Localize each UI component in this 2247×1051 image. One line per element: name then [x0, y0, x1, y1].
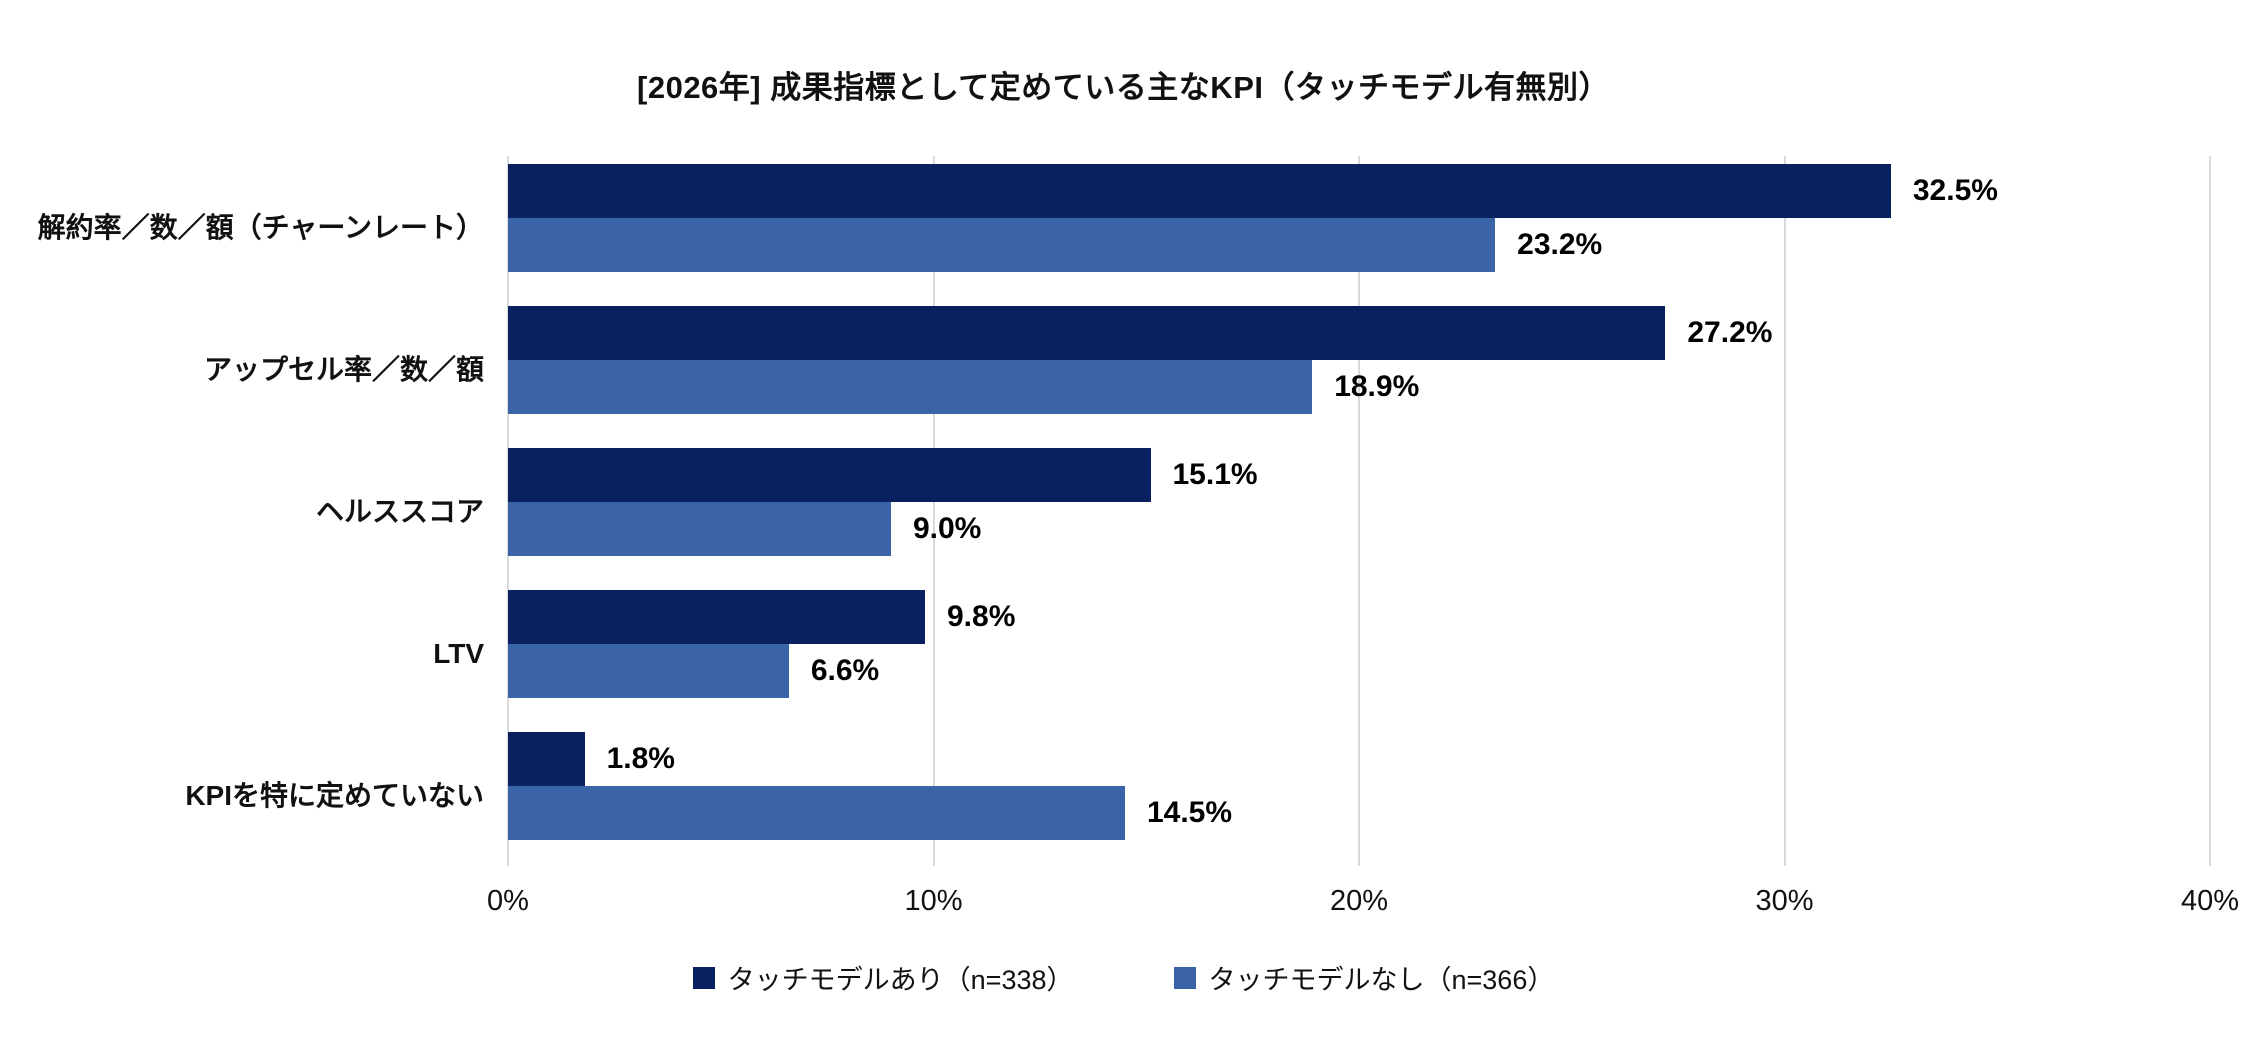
bar-wrap: 1.8% — [508, 732, 2210, 786]
x-axis: 0% 10% 20% 30% 40% — [487, 885, 2239, 925]
bar-wrap: 9.8% — [508, 590, 2210, 644]
bar-series-1 — [508, 306, 1666, 360]
x-tick-label: 30% — [1755, 885, 1814, 917]
category-label: アップセル率／数／額 — [203, 353, 484, 385]
category-label: ヘルススコア — [315, 495, 484, 527]
bar-series-2 — [508, 786, 1125, 840]
legend-label: タッチモデルなし（n=366） — [1208, 965, 1555, 995]
bar-series-1 — [508, 732, 585, 786]
legend-item-series-1: タッチモデルあり（n=338） — [692, 958, 1074, 997]
bar-wrap: 15.1% — [508, 448, 2210, 502]
bar-wrap: 23.2% — [508, 218, 2210, 272]
chart-title: [2026年] 成果指標として定めている主なKPI（タッチモデル有無別） — [637, 70, 1610, 105]
value-label: 14.5% — [1146, 796, 1233, 829]
legend-item-series-2: タッチモデルなし（n=366） — [1173, 958, 1555, 997]
gridline — [932, 156, 935, 866]
bar-series-1 — [508, 448, 1151, 502]
category-bar-group: 9.8% 6.6% — [508, 582, 2210, 724]
bar-wrap: 9.0% — [508, 502, 2210, 556]
chart-body: 解約率／数／額（チャーンレート） アップセル率／数／額ヘルススコア LTV KPIを特… — [0, 156, 2247, 866]
category-label: LTV — [433, 637, 484, 669]
plot-area: 32.5% 23.2% 27.2% 18.9% 15.1% 9.0% 9.8% 6.6% 1.8… — [507, 156, 2211, 866]
value-label: 9.8% — [946, 600, 1016, 633]
value-label: 15.1% — [1172, 458, 1258, 491]
bar-wrap: 18.9% — [508, 360, 2210, 414]
value-label: 27.2% — [1687, 316, 1773, 349]
category-bar-group: 1.8% 14.5% — [508, 724, 2210, 866]
bar-wrap: 32.5% — [508, 164, 2210, 218]
category-label: KPIを特に定めていない — [185, 779, 484, 811]
legend-color-swatch — [1173, 966, 1196, 989]
category-bar-group: 27.2% 18.9% — [508, 298, 2210, 440]
legend-label: タッチモデルあり（n=338） — [727, 965, 1074, 995]
category-axis: 解約率／数／額（チャーンレート） アップセル率／数／額ヘルススコア LTV KPIを特… — [0, 156, 508, 866]
category-bar-group: 32.5% 23.2% — [508, 156, 2210, 298]
bar-series-2 — [508, 644, 789, 698]
bar-series-2 — [508, 360, 1313, 414]
x-tick-label: 40% — [2180, 885, 2240, 917]
value-label: 23.2% — [1517, 228, 1603, 261]
bar-wrap: 27.2% — [508, 306, 2210, 360]
bar-wrap: 14.5% — [508, 786, 2210, 840]
x-tick-label: 0% — [487, 885, 529, 917]
legend-color-swatch — [692, 966, 715, 989]
legend: タッチモデルあり（n=338） タッチモデルなし（n=366） — [0, 958, 2247, 997]
value-label: 6.6% — [810, 654, 880, 687]
bar-series-1 — [508, 164, 1891, 218]
category-bar-group: 15.1% 9.0% — [508, 440, 2210, 582]
value-label: 18.9% — [1334, 370, 1420, 403]
bar-series-2 — [508, 218, 1496, 272]
bar-series-2 — [508, 502, 891, 556]
x-tick-label: 20% — [1329, 885, 1389, 917]
value-label: 1.8% — [606, 742, 675, 775]
category-label: 解約率／数／額（チャーンレート） — [37, 211, 484, 243]
bar-wrap: 6.6% — [508, 644, 2210, 698]
value-label: 32.5% — [1912, 174, 1998, 207]
value-label: 9.0% — [912, 512, 982, 545]
bar-series-1 — [508, 590, 925, 644]
gridline — [1358, 156, 1360, 866]
gridline — [2209, 156, 2211, 866]
gridline — [1783, 156, 1786, 866]
x-tick-label: 10% — [904, 885, 963, 917]
